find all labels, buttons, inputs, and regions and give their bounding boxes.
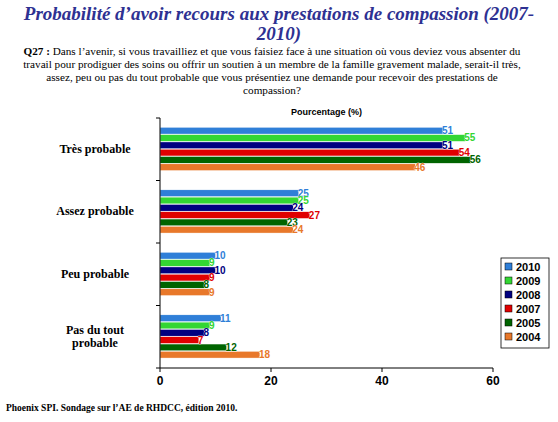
bar [160, 190, 299, 197]
category-tick [156, 368, 160, 369]
legend-swatch [505, 333, 512, 340]
legend-swatch [505, 277, 512, 284]
legend-label: 2009 [516, 275, 540, 287]
data-labels: 5125101155259951241085427975623812462491… [198, 125, 482, 360]
legend-label: 2004 [516, 331, 541, 343]
source-note: Phoenix SPI. Sondage sur l’AE de RHDCC, … [6, 403, 237, 413]
data-label: 9 [209, 287, 215, 298]
bar [160, 337, 199, 344]
category-label: Pas du tout probable [45, 324, 145, 350]
data-label: 24 [292, 224, 304, 235]
data-label: 12 [226, 342, 238, 353]
bar [160, 226, 293, 233]
bar [160, 344, 227, 351]
bar [160, 267, 216, 274]
data-label: 9 [209, 320, 215, 331]
bars [160, 127, 471, 358]
data-label: 18 [259, 349, 271, 360]
question-number: Q27 : [24, 45, 50, 57]
data-label: 11 [220, 313, 231, 324]
legend-swatch [505, 263, 512, 270]
data-label: 54 [459, 147, 471, 158]
bar [160, 204, 293, 211]
bar [160, 252, 216, 259]
chart-root: Probabilité d’avoir recours aux prestati… [0, 0, 558, 422]
bar [160, 260, 210, 267]
data-label: 27 [309, 210, 321, 221]
question-body: Dans l’avenir, si vous travailliez et qu… [23, 45, 520, 96]
data-label: 10 [215, 265, 227, 276]
legend: 2010 2009 2008 2007 2005 2004 [501, 258, 549, 348]
x-tick-label: 60 [486, 374, 500, 388]
category-tick [156, 118, 160, 119]
data-label: 56 [470, 154, 482, 165]
data-label: 7 [198, 335, 204, 346]
bar [160, 197, 299, 204]
category-tick [156, 180, 160, 181]
data-label: 51 [442, 125, 454, 136]
category-label: Peu probable [45, 268, 145, 281]
data-label: 55 [464, 132, 476, 143]
legend-swatch [505, 319, 512, 326]
x-axis-line [160, 368, 493, 369]
bar [160, 149, 460, 156]
bar [160, 282, 204, 289]
legend-swatch [505, 291, 512, 298]
x-tick [382, 368, 383, 372]
data-label: 24 [292, 202, 304, 213]
legend-label: 2005 [516, 317, 540, 329]
category-label: Très probable [45, 143, 145, 156]
data-label: 8 [203, 327, 209, 338]
x-tick [493, 368, 494, 372]
legend-swatch [505, 305, 512, 312]
x-tick-label: 40 [375, 374, 389, 388]
bar [160, 164, 415, 171]
data-label: 10 [215, 250, 227, 261]
x-tick [160, 368, 161, 372]
data-label: 46 [414, 162, 426, 173]
category-label: Assez probable [45, 205, 145, 218]
legend-box [501, 258, 549, 348]
axis-label: Pourcentage (%) [160, 107, 493, 117]
bar [160, 135, 465, 142]
chart-title: Probabilité d’avoir recours aux prestati… [20, 4, 538, 44]
x-tick-label: 20 [264, 374, 278, 388]
data-label: 9 [209, 272, 215, 283]
bar [160, 351, 260, 358]
legend-label: 2007 [516, 303, 540, 315]
bar [160, 127, 443, 134]
category-tick [156, 305, 160, 306]
x-tick [271, 368, 272, 372]
data-label: 51 [442, 140, 454, 151]
question-text: Q27 : Dans l’avenir, si vous travailliez… [22, 45, 522, 97]
category-tick [156, 243, 160, 244]
bar [160, 219, 288, 226]
x-tick-label: 0 [157, 374, 164, 388]
legend-label: 2010 [516, 261, 540, 273]
bar [160, 142, 443, 149]
legend-label: 2008 [516, 289, 540, 301]
